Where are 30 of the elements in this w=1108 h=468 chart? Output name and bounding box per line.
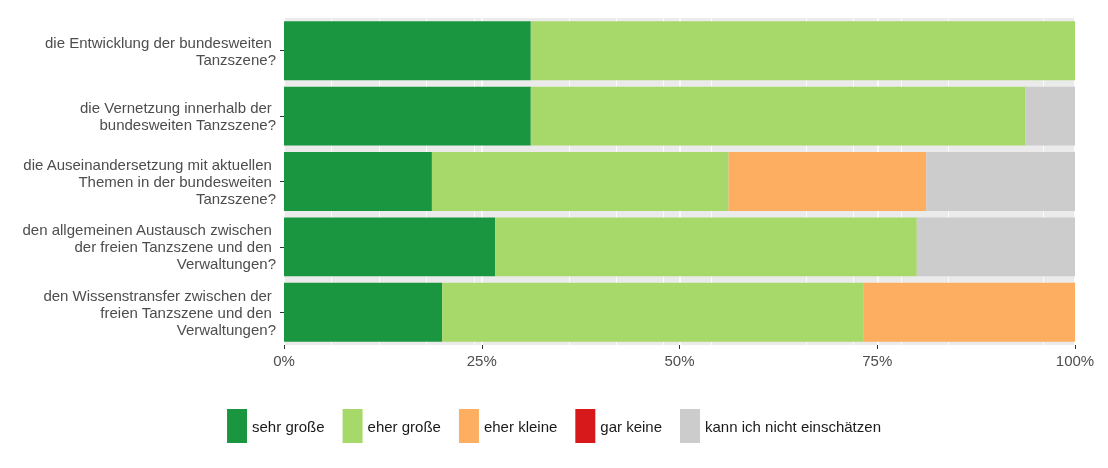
bar — [442, 282, 864, 342]
legend-label: eher kleine — [483, 417, 558, 435]
bar — [495, 217, 917, 277]
bar — [916, 217, 1075, 277]
legend-label: gar keine — [600, 417, 663, 435]
bar — [284, 282, 443, 342]
legend-label: kann ich nicht einschätzen — [705, 417, 881, 435]
y-tick-label: den Wissenstransfer zwischen der freien Tanzszene und den Verwaltungen? — [43, 286, 276, 338]
bar — [530, 86, 1026, 146]
bar — [284, 86, 531, 146]
x-tick-label: 50% — [664, 352, 695, 369]
x-tick-label: 0% — [273, 352, 295, 369]
y-tick-label: die Auseinandersetzung mit aktuellen Themen in der bundesweiten Tanzszene? — [23, 156, 276, 207]
bar — [284, 152, 432, 211]
x-tick-label: 75% — [862, 352, 893, 369]
bar — [284, 21, 531, 81]
y-tick-label: den allgemeinen Austausch zwischen der freien Tanzszene und den Verwaltungen? — [22, 221, 276, 273]
bar — [926, 152, 1075, 211]
x-tick-label: 100% — [1055, 352, 1095, 369]
bar — [530, 21, 1075, 81]
bar — [1025, 86, 1075, 146]
bar — [863, 282, 1075, 342]
bar — [728, 152, 927, 211]
legend-label: eher große — [367, 417, 441, 435]
y-tick-label: die Entwicklung der bundesweiten Tanzszene? — [45, 33, 276, 68]
legend-label: sehr große — [252, 417, 325, 435]
bar — [431, 152, 729, 211]
x-tick-label: 25% — [466, 352, 497, 369]
y-tick-label: die Vernetzung innerhalb der bundesweiten Tanzszene? — [80, 99, 276, 134]
bar — [284, 217, 496, 277]
